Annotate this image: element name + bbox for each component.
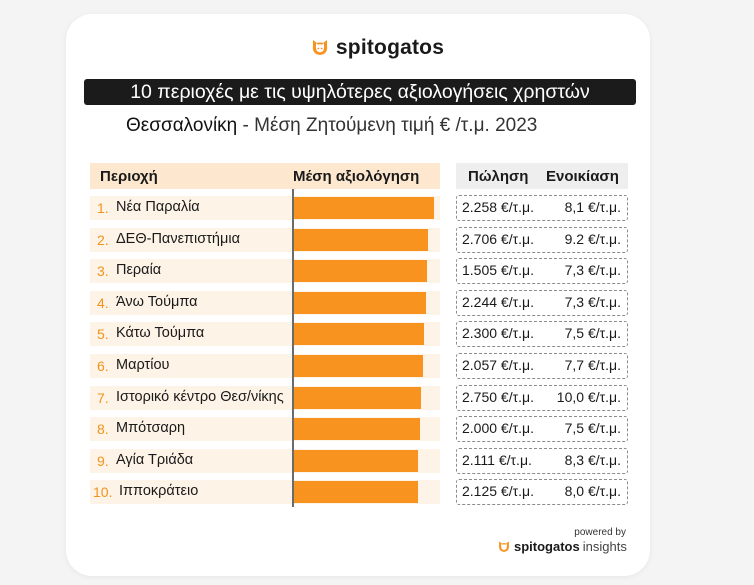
rating-bar — [293, 323, 424, 345]
rent-price: 7,5 €/τ.μ. — [564, 325, 621, 341]
table-row-area: 3. Περαία — [90, 259, 440, 283]
rent-price: 10,0 €/τ.μ. — [556, 389, 621, 405]
table-row-prices: 2.750 €/τ.μ. 10,0 €/τ.μ. — [456, 385, 628, 411]
sale-price: 2.300 €/τ.μ. — [462, 325, 534, 341]
rating-bar — [293, 355, 423, 377]
table-row-prices: 2.000 €/τ.μ. 7,5 €/τ.μ. — [456, 416, 628, 442]
header-rating: Μέση αξιολόγηση — [293, 168, 420, 185]
row-rank: 8. — [97, 421, 109, 437]
row-rank: 3. — [97, 263, 109, 279]
rating-bar — [293, 418, 420, 440]
sale-price: 2.244 €/τ.μ. — [462, 294, 534, 310]
rating-bar — [293, 481, 418, 503]
sale-price: 2.057 €/τ.μ. — [462, 357, 534, 373]
chart-title: 10 περιοχές με τις υψηλότερες αξιολογήσε… — [84, 79, 636, 105]
sale-price: 2.750 €/τ.μ. — [462, 389, 534, 405]
rent-price: 7,5 €/τ.μ. — [564, 420, 621, 436]
row-area-name: Νέα Παραλία — [116, 199, 200, 215]
table-row-prices: 2.057 €/τ.μ. 7,7 €/τ.μ. — [456, 353, 628, 379]
sale-price: 2.111 €/τ.μ. — [462, 452, 532, 468]
row-rank: 6. — [97, 358, 109, 374]
rent-price: 8,0 €/τ.μ. — [564, 483, 621, 499]
table-row-area: 1. Νέα Παραλία — [90, 196, 440, 220]
powered-by-label: powered by — [574, 527, 626, 538]
rent-price: 7,7 €/τ.μ. — [564, 357, 621, 373]
rent-price: 8,1 €/τ.μ. — [564, 199, 621, 215]
rating-bar — [293, 450, 418, 472]
footer-brand-name: spitogatos — [514, 539, 580, 554]
sale-price: 2.706 €/τ.μ. — [462, 231, 534, 247]
row-rank: 5. — [97, 326, 109, 342]
row-rank: 10. — [93, 484, 113, 500]
row-area-name: Ιπποκράτειο — [119, 483, 199, 499]
subtitle-city: Θεσσαλονίκη — [126, 115, 238, 136]
row-rank: 4. — [97, 295, 109, 311]
brand-name: spitogatos — [335, 36, 445, 59]
brand-header: spitogatos — [0, 36, 754, 60]
header-area: Περιοχή — [100, 168, 158, 185]
rent-price: 7,3 €/τ.μ. — [564, 262, 621, 278]
footer-brand: spitogatos insights — [497, 539, 627, 554]
row-area-name: Ιστορικό κέντρο Θεσ/νίκης — [116, 389, 284, 405]
table-row-prices: 2.244 €/τ.μ. 7,3 €/τ.μ. — [456, 290, 628, 316]
table-row-area: 2. ΔΕΘ-Πανεπιστήμια — [90, 228, 440, 252]
table-row-area: 9. Αγία Τριάδα — [90, 449, 440, 473]
subtitle-description: - Μέση Ζητούμενη τιμή € /τ.μ. 2023 — [237, 115, 538, 136]
row-rank: 9. — [97, 453, 109, 469]
table-row-prices: 2.111 €/τ.μ. 8,3 €/τ.μ. — [456, 448, 628, 474]
rating-bar — [293, 197, 434, 219]
row-area-name: Άνω Τούμπα — [116, 294, 198, 310]
row-area-name: ΔΕΘ-Πανεπιστήμια — [116, 231, 240, 247]
rating-bar — [293, 260, 427, 282]
table-row-area: 6. Μαρτίου — [90, 354, 440, 378]
table-row-prices: 2.125 €/τ.μ. 8,0 €/τ.μ. — [456, 479, 628, 505]
row-area-name: Μπότσαρη — [116, 420, 186, 436]
table-row-prices: 2.706 €/τ.μ. 9.2 €/τ.μ. — [456, 227, 628, 253]
chart-subtitle: Θεσσαλονίκη - Μέση Ζητούμενη τιμή € /τ.μ… — [126, 115, 537, 137]
rent-price: 8,3 €/τ.μ. — [564, 452, 621, 468]
row-rank: 2. — [97, 232, 109, 248]
sale-price: 2.258 €/τ.μ. — [462, 199, 534, 215]
cat-head-icon — [312, 40, 328, 55]
table-row-area: 5. Κάτω Τούμπα — [90, 322, 440, 346]
rating-bar — [293, 387, 421, 409]
table-header-right: Πώληση Ενοικίαση — [456, 163, 628, 189]
header-sale: Πώληση — [468, 168, 529, 185]
rent-price: 7,3 €/τ.μ. — [564, 294, 621, 310]
table-row-area: 4. Άνω Τούμπα — [90, 291, 440, 315]
row-area-name: Αγία Τριάδα — [116, 452, 194, 468]
table-header-left: Περιοχή Μέση αξιολόγηση — [90, 163, 440, 189]
sale-price: 2.125 €/τ.μ. — [462, 483, 534, 499]
row-rank: 7. — [97, 390, 109, 406]
table-row-area: 10. Ιπποκράτειο — [90, 480, 440, 504]
sale-price: 1.505 €/τ.μ. — [462, 262, 534, 278]
row-area-name: Περαία — [116, 262, 162, 278]
cat-head-icon — [499, 540, 509, 552]
table-row-prices: 2.258 €/τ.μ. 8,1 €/τ.μ. — [456, 195, 628, 221]
rent-price: 9.2 €/τ.μ. — [564, 231, 621, 247]
table-row-prices: 1.505 €/τ.μ. 7,3 €/τ.μ. — [456, 258, 628, 284]
header-rent: Ενοικίαση — [546, 168, 619, 185]
rating-bar — [293, 292, 426, 314]
table-row-prices: 2.300 €/τ.μ. 7,5 €/τ.μ. — [456, 321, 628, 347]
row-area-name: Μαρτίου — [116, 357, 170, 373]
table-row-area: 7. Ιστορικό κέντρο Θεσ/νίκης — [90, 386, 440, 410]
row-area-name: Κάτω Τούμπα — [116, 325, 205, 341]
rating-bar — [293, 229, 428, 251]
table-row-area: 8. Μπότσαρη — [90, 417, 440, 441]
row-rank: 1. — [97, 200, 109, 216]
footer-brand-suffix: insights — [582, 539, 627, 554]
sale-price: 2.000 €/τ.μ. — [462, 420, 534, 436]
bar-axis-line — [292, 189, 294, 507]
